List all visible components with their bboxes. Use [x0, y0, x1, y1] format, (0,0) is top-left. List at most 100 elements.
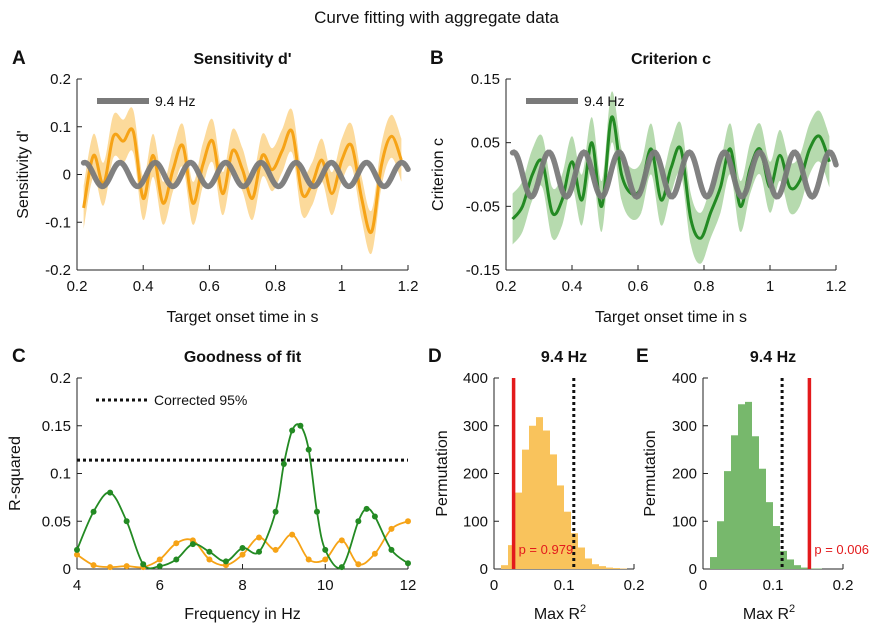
panel-a-data-line: [82, 127, 403, 235]
panel-c-orange-point: [239, 551, 246, 558]
panel-c-orange-point: [256, 534, 263, 541]
panel-c-y-tick-label: 0.1: [50, 466, 71, 483]
panel-d-y-tick-label: 100: [463, 513, 488, 530]
panel-d-y-tick-label: 200: [463, 466, 488, 483]
panel-c-green-point: [123, 518, 130, 525]
panel-a-x-tick-label: 1.2: [398, 278, 419, 295]
panel-d-histogram-bar: [515, 492, 522, 569]
panel-d-histogram-bar: [571, 533, 578, 569]
panel-a-y-label: Sensitivity d': [15, 130, 32, 218]
panel-c-green-point: [206, 548, 213, 555]
panel-d-histogram-bar: [550, 454, 557, 569]
panel-b-y-tick-label: 0.15: [471, 71, 500, 88]
panel-c-orange-point: [90, 562, 97, 569]
panel-c-green-point: [156, 563, 163, 570]
panel-d-x-tick-label: 0.1: [554, 577, 575, 594]
panel-b-y-tick-label: -0.15: [466, 262, 500, 279]
panel-d-histogram-bar: [508, 545, 515, 569]
panel-c-orange-point: [338, 537, 345, 544]
panel-c-green-point: [272, 508, 279, 515]
panel-a-y-tick-label: 0.2: [50, 71, 71, 88]
panel-e-histogram-bar: [787, 559, 794, 569]
panel-b-y-tick-label: -0.05: [466, 198, 500, 215]
panel-c-green-point: [280, 460, 287, 467]
panel-d-y-tick-label: 300: [463, 418, 488, 435]
panel-c-legend-label: Corrected 95%: [154, 392, 247, 408]
panel-c-orange-point: [405, 518, 411, 525]
panel-c-orange-point: [206, 556, 213, 563]
panel-c-green-point: [289, 427, 296, 434]
panel-b-panel-letter: B: [430, 48, 444, 69]
panel-e-x-label-superscript: 2: [789, 603, 795, 615]
panel-d-p-value: p = 0.979: [519, 542, 574, 557]
panel-c-orange-point: [355, 561, 362, 568]
panel-c-orange-point: [371, 550, 378, 557]
panel-c-green-point: [313, 508, 320, 515]
panel-c-y-tick-label: 0.15: [42, 418, 71, 435]
panel-b-y-tick-label: 0.05: [471, 135, 500, 152]
panel-d-histogram-bar: [613, 568, 620, 569]
panel-a-confidence-band: [83, 107, 402, 255]
panel-e-y-tick-label: 0: [689, 561, 697, 578]
panel-a-title: Sensitivity d': [193, 51, 291, 68]
panel-c-green-point: [173, 556, 180, 563]
panel-c-x-tick-label: 4: [73, 577, 81, 594]
panel-b-x-tick-label: 0.2: [496, 278, 517, 295]
panel-e-histogram-bar: [724, 471, 731, 569]
figure-title: Curve fitting with aggregate data: [314, 8, 559, 27]
panel-c-green-point: [371, 513, 378, 520]
panel-c-green-point: [405, 560, 411, 567]
panel-c-x-tick-label: 8: [238, 577, 246, 594]
panel-c-orange-point: [305, 556, 312, 563]
panel-d-y-label: Permutation: [434, 430, 451, 516]
panel-d-histogram-bar: [529, 425, 536, 569]
panel-b-x-label: Target onset time in s: [595, 309, 747, 326]
panel-c-green-point: [363, 505, 370, 512]
panel-d-title: 9.4 Hz: [541, 349, 587, 366]
panel-a-y-tick-label: 0.1: [50, 119, 71, 136]
panel-e-x-tick-label: 0.2: [833, 577, 854, 594]
panel-c-orange-point: [107, 564, 114, 571]
panel-c-panel-letter: C: [12, 346, 26, 367]
panel-c-orange-line: [76, 520, 409, 569]
panel-c-green-point: [297, 422, 304, 429]
panel-c-green-point: [140, 561, 147, 568]
panel-e-histogram-bar: [801, 567, 808, 569]
panel-e-y-tick-label: 300: [672, 418, 697, 435]
panel-c-y-label: R-squared: [7, 436, 24, 511]
panel-d-histogram-bar: [606, 567, 613, 569]
panel-e-histogram-bar: [738, 404, 745, 569]
panel-d-histogram-bar: [557, 485, 564, 569]
panel-a-x-tick-label: 0.8: [265, 278, 286, 295]
panel-e-histogram-bar: [710, 557, 717, 569]
panel-e-y-tick-label: 100: [672, 513, 697, 530]
panel-c-orange-point: [173, 540, 180, 547]
panel-a-x-tick-label: 0.4: [133, 278, 154, 295]
panel-c-green-point: [355, 518, 362, 525]
panel-b-title: Criterion c: [631, 51, 711, 68]
panel-d-y-tick-label: 0: [480, 561, 488, 578]
panel-a-x-tick-label: 1: [338, 278, 346, 295]
panel-a-legend-label: 9.4 Hz: [155, 93, 195, 109]
panel-d-histogram-bar: [564, 511, 571, 569]
panel-c-green-point: [74, 546, 80, 553]
panel-e-x-label: Max R2: [743, 603, 795, 623]
panel-e-y-tick-label: 400: [672, 370, 697, 387]
panel-d-histogram-bar: [578, 547, 585, 569]
panel-a-fit-sine-9hz: [80, 159, 411, 190]
panel-d-x-tick-label: 0.2: [624, 577, 645, 594]
panel-e-x-tick-label: 0.1: [763, 577, 784, 594]
panel-a-y-tick-label: 0: [63, 167, 71, 184]
panel-c-y-tick-label: 0.2: [50, 370, 71, 387]
panel-c-green-point: [189, 541, 196, 548]
panel-c-green-point: [239, 544, 246, 551]
panel-c-orange-point: [156, 556, 163, 563]
panel-b-x-tick-label: 1: [766, 278, 774, 295]
panel-e-histogram-bar: [773, 526, 780, 569]
panel-d-histogram-bar: [522, 449, 529, 569]
panel-c-orange-point: [322, 556, 329, 563]
panel-c-x-label: Frequency in Hz: [184, 606, 301, 623]
panel-e-y-tick-label: 200: [672, 466, 697, 483]
panel-c-x-tick-label: 12: [400, 577, 417, 594]
